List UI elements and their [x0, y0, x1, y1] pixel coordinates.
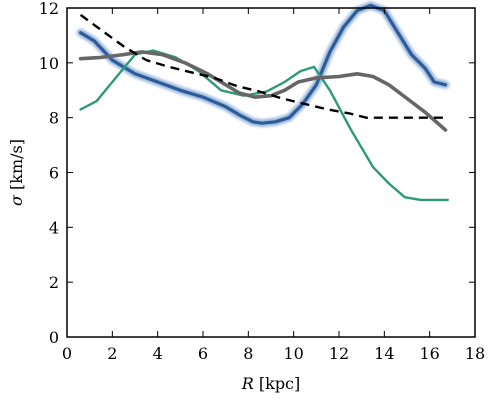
series-line	[78, 3, 448, 125]
series-blue-thick-blurred	[76, 1, 450, 128]
x-tick-label: 12	[329, 344, 349, 363]
y-axis-label: σ [km/s]	[7, 139, 26, 206]
series-black-dashed	[79, 13, 446, 119]
y-tick-label: 10	[39, 54, 59, 73]
x-tick-label: 10	[283, 344, 303, 363]
x-tick-label: 8	[243, 344, 253, 363]
x-tick-label: 16	[419, 344, 439, 363]
series-line	[79, 13, 446, 119]
y-tick-label: 4	[49, 218, 59, 237]
x-tick-label: 2	[107, 344, 117, 363]
ticks-layer: 0 2 4 6 8 10 12 14 16 18 0 2 4 6 8 10 12	[39, 0, 486, 363]
series-gray-thick	[78, 50, 448, 132]
y-tick-label: 0	[49, 328, 59, 347]
x-tick-label: 6	[198, 344, 208, 363]
series-layer	[76, 1, 450, 202]
x-axis-label: R [kpc]	[241, 374, 301, 393]
y-tick-label: 8	[49, 109, 59, 128]
x-tick-label: 4	[153, 344, 163, 363]
x-tick-label: 0	[62, 344, 72, 363]
x-tick-label: 14	[374, 344, 394, 363]
y-tick-label: 6	[49, 164, 59, 183]
y-tick-label: 12	[39, 0, 59, 18]
x-tick-label: 18	[465, 344, 485, 363]
series-line	[78, 50, 448, 132]
y-tick-label: 2	[49, 273, 59, 292]
